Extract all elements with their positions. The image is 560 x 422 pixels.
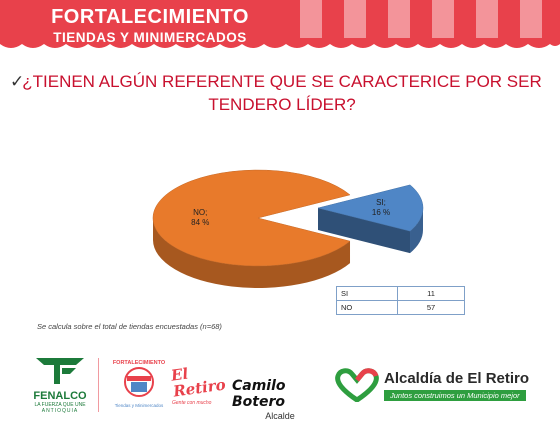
- el-retiro-logo: El Retiro Gente con mucho: [170, 364, 227, 412]
- table-cell-value: 11: [397, 286, 465, 301]
- alcaldia-logo: Alcaldía de El Retiro Juntos construimos…: [334, 368, 550, 408]
- pie-slice-cut-si: [318, 208, 411, 254]
- alcaldia-slogan: Juntos construimos un Municipio mejor: [384, 390, 526, 401]
- checkmark-icon: ✓: [10, 72, 25, 91]
- fortalecimiento-logo-text: FORTALECIMIENTO: [112, 360, 166, 366]
- mayor-name: Camilo Botero: [232, 378, 286, 410]
- header-title: FORTALECIMIENTO: [51, 6, 249, 28]
- data-table: SI 11 NO 57: [336, 286, 465, 315]
- footnote: Se calcula sobre el total de tiendas enc…: [37, 322, 222, 331]
- alcaldia-name: Alcaldía de El Retiro: [384, 370, 530, 387]
- table-cell-label: NO: [336, 300, 398, 315]
- header-banner: FORTALECIMIENTO TIENDAS Y MINIMERCADOS: [0, 0, 560, 52]
- pie-slice-side-no: [153, 218, 351, 289]
- table-cell-value: 57: [397, 300, 465, 315]
- pie-slice-side-si: [410, 208, 423, 254]
- table-cell-label: SI: [336, 286, 398, 301]
- fortalecimiento-sub: Tiendas y Minimercados: [114, 403, 164, 408]
- camilo-botero-logo: Camilo Botero Alcalde: [232, 378, 328, 421]
- alcaldia-heart-icon: [335, 368, 379, 402]
- table-row: NO 57: [336, 300, 465, 315]
- header-awning-background: [0, 0, 560, 52]
- pie-slice-no: [152, 169, 351, 267]
- footer-divider: [98, 358, 99, 412]
- el-retiro-word: El Retiro: [169, 364, 227, 401]
- header-subtitle: TIENDAS Y MINIMERCADOS: [53, 30, 247, 45]
- fenalco-logo: FENALCO LA FUERZA QUE UNE ANTIOQUIA: [30, 356, 90, 416]
- question-title: ¿TIENEN ALGÚN REFERENTE QUE SE CARACTERI…: [8, 70, 556, 116]
- table-row: SI 11: [336, 286, 465, 301]
- fenalco-emblem-icon: [36, 358, 84, 384]
- fenalco-name: FENALCO: [33, 390, 87, 402]
- fenalco-region: ANTIOQUIA: [41, 408, 79, 414]
- pie-data-label-si: SI; 16 %: [372, 198, 390, 217]
- pie-slice-si: [317, 184, 424, 232]
- question-line2: TENDERO LÍDER?: [208, 95, 356, 114]
- fenalco-tagline: LA FUERZA QUE UNE: [34, 402, 86, 408]
- fortalecimiento-logo: FORTALECIMIENTO Tiendas y Minimercados: [110, 360, 168, 412]
- pie-data-label-no: NO; 84 %: [191, 208, 209, 227]
- el-retiro-sub: Gente con mucho: [172, 400, 212, 406]
- mayor-role: Alcalde: [265, 411, 295, 421]
- question-line1: ¿TIENEN ALGÚN REFERENTE QUE SE CARACTERI…: [22, 72, 542, 91]
- store-awning-icon: [124, 367, 154, 397]
